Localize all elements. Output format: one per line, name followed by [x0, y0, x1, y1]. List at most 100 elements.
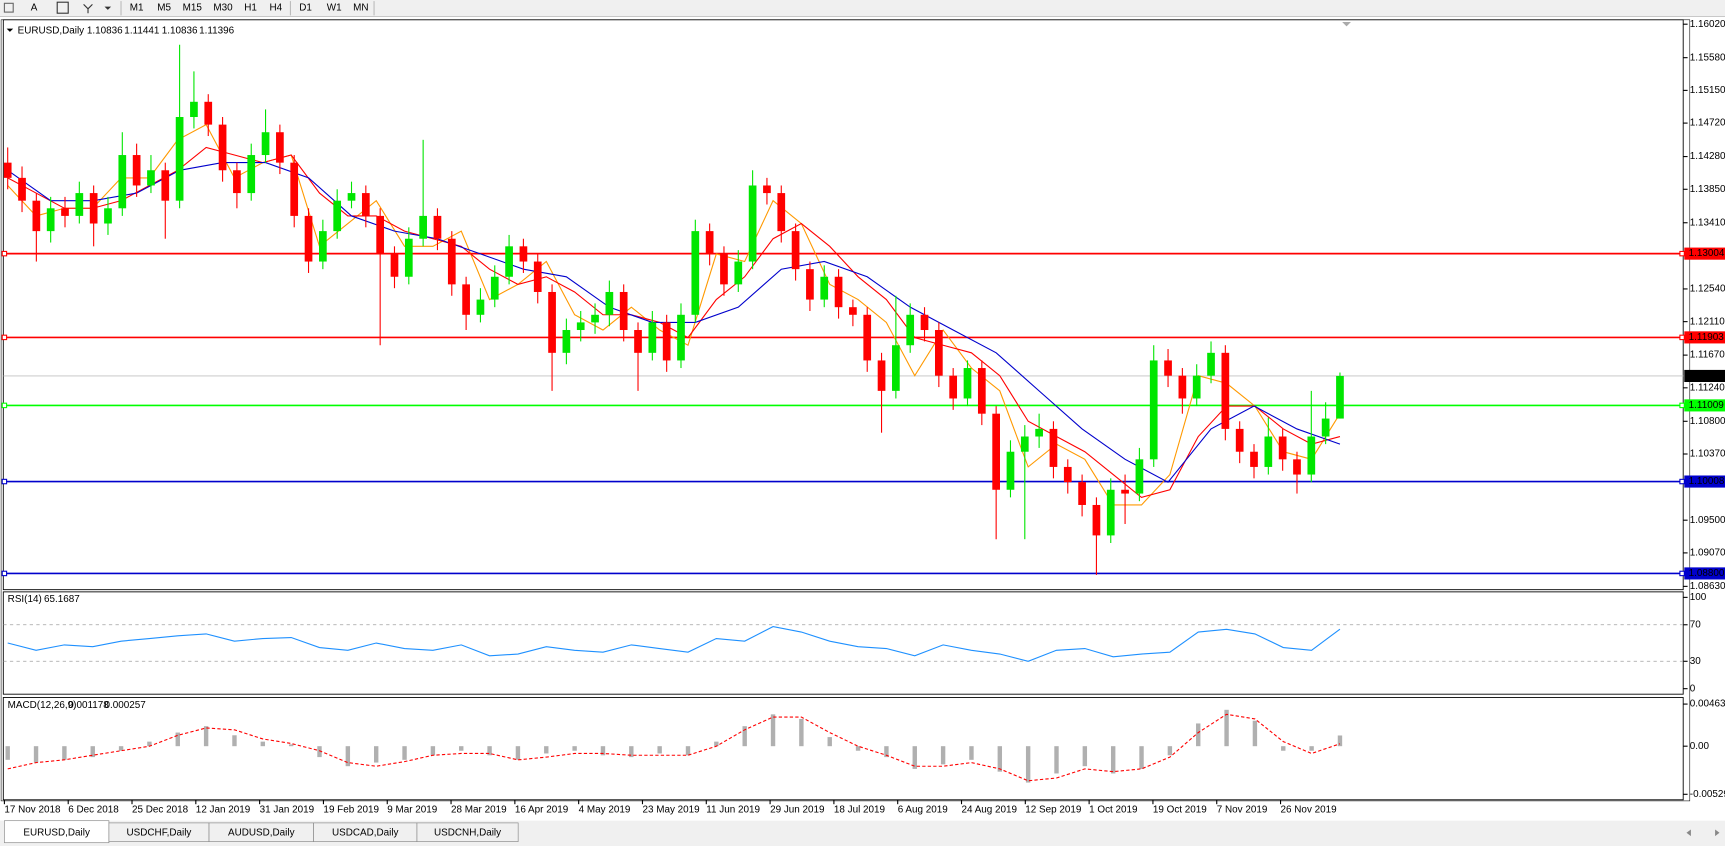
indicator-value: 65.1687: [44, 594, 80, 605]
level-label: 1.08800: [1689, 568, 1725, 579]
x-tick-label: 16 Apr 2019: [515, 804, 569, 815]
arrow-tool-icon[interactable]: [83, 4, 93, 14]
macd-bar: [62, 746, 67, 760]
timeframe-button[interactable]: M15: [183, 2, 203, 13]
level-anchor[interactable]: [1, 334, 8, 341]
symbol-menu-arrow[interactable]: [6, 28, 14, 32]
toolbar-icon[interactable]: [3, 2, 14, 13]
indicator-value: 0.000257: [105, 700, 146, 711]
rsi-line: [7, 626, 1341, 662]
candle-body: [1092, 504, 1101, 536]
macd-bar: [515, 746, 521, 760]
level-anchor[interactable]: [1679, 570, 1685, 577]
tab-label[interactable]: EURUSD,Daily: [23, 827, 90, 838]
ohlc-value: 1.11441: [124, 25, 160, 36]
indicator-value: 0.001178: [68, 700, 109, 711]
y-tick-label: 0.00: [1690, 741, 1710, 752]
moving-average: [7, 123, 1341, 506]
timeframe-button[interactable]: H4: [270, 2, 283, 13]
level-anchor[interactable]: [1, 570, 8, 577]
x-tick-label: 4 May 2019: [579, 804, 631, 815]
candle-body: [763, 185, 771, 194]
candle-body: [261, 132, 270, 156]
tab-label[interactable]: USDCAD,Daily: [332, 827, 399, 838]
timeframe-button[interactable]: M1: [130, 2, 144, 13]
macd-bar: [969, 746, 974, 760]
x-tick-label: 24 Aug 2019: [962, 804, 1018, 815]
y-tick-label: 1.14280: [1690, 151, 1725, 162]
font-tool[interactable]: A: [31, 2, 38, 13]
macd-bar: [5, 746, 10, 760]
candle-body: [1278, 436, 1287, 460]
macd-bar: [714, 741, 719, 747]
timeframe-button[interactable]: D1: [299, 2, 312, 13]
candle-body: [1207, 352, 1215, 376]
candle-body: [104, 208, 112, 224]
candle-body: [304, 215, 313, 262]
candle-body: [32, 200, 41, 232]
candle-body: [992, 413, 1000, 490]
y-tick-label: 30: [1690, 656, 1702, 667]
candle-body: [691, 231, 700, 315]
timeframe-button[interactable]: W1: [327, 2, 342, 13]
macd-bar: [118, 746, 124, 751]
macd-bar: [657, 746, 662, 754]
candle-body: [863, 314, 872, 361]
x-tick-label: 25 Dec 2018: [132, 804, 189, 815]
macd-bar: [203, 726, 209, 747]
text-tool-icon[interactable]: [56, 1, 69, 14]
candle-body: [576, 322, 585, 331]
y-tick-label: 1.10370: [1690, 449, 1725, 460]
level-anchor[interactable]: [1, 250, 8, 257]
macd-bar: [288, 744, 294, 747]
tab-label[interactable]: USDCHF,Daily: [127, 827, 192, 838]
timeframe-button[interactable]: M30: [213, 2, 233, 13]
level-anchor[interactable]: [1679, 478, 1685, 485]
macd-bar: [1224, 709, 1229, 747]
candle-body: [204, 101, 213, 125]
level-label: 1.11009: [1689, 400, 1725, 411]
macd-bar: [487, 746, 492, 756]
candle-body: [906, 314, 915, 346]
y-tick-label: 1.13850: [1690, 184, 1725, 195]
macd-bar: [940, 746, 946, 765]
tab[interactable]: [416, 822, 519, 842]
level-anchor[interactable]: [1, 402, 8, 409]
candle-body: [934, 330, 943, 376]
tab-label[interactable]: USDCNH,Daily: [434, 827, 501, 838]
level-label-box: [1684, 567, 1725, 580]
candle-body: [1106, 489, 1115, 536]
macd-bar: [629, 746, 634, 758]
timeframe-button[interactable]: H1: [244, 2, 257, 13]
level-anchor[interactable]: [1679, 250, 1685, 257]
x-tick-label: 31 Jan 2019: [260, 804, 315, 815]
timeframe-button[interactable]: M5: [157, 2, 171, 13]
x-tick-label: 6 Dec 2018: [68, 804, 119, 815]
macd-bar: [1054, 746, 1059, 774]
dropdown-icon[interactable]: [104, 6, 112, 10]
x-tick-label: 29 Jun 2019: [770, 804, 825, 815]
level-anchor[interactable]: [1679, 402, 1685, 409]
level-anchor[interactable]: [1679, 334, 1685, 341]
candle-body: [977, 368, 986, 414]
candle-body: [519, 246, 528, 262]
candle-body: [333, 200, 342, 232]
candle-body: [605, 291, 614, 315]
candle-body: [404, 238, 413, 277]
candle-body: [748, 185, 757, 262]
candle-body: [118, 155, 127, 209]
y-tick-label: 1.11670: [1690, 350, 1725, 361]
tab-label[interactable]: AUDUSD,Daily: [228, 827, 295, 838]
macd-bar: [1281, 746, 1286, 751]
x-tick-label: 12 Sep 2019: [1025, 804, 1082, 815]
level-anchor[interactable]: [1, 478, 8, 485]
candle-body: [1235, 428, 1244, 452]
macd-bar: [317, 746, 322, 758]
macd-bar: [855, 746, 861, 751]
chart-shift-marker: [1342, 22, 1351, 27]
candle-body: [634, 330, 642, 353]
macd-bar: [572, 746, 577, 751]
candle-body: [834, 276, 843, 308]
candle-body: [1149, 360, 1158, 460]
timeframe-button[interactable]: MN: [353, 2, 368, 13]
